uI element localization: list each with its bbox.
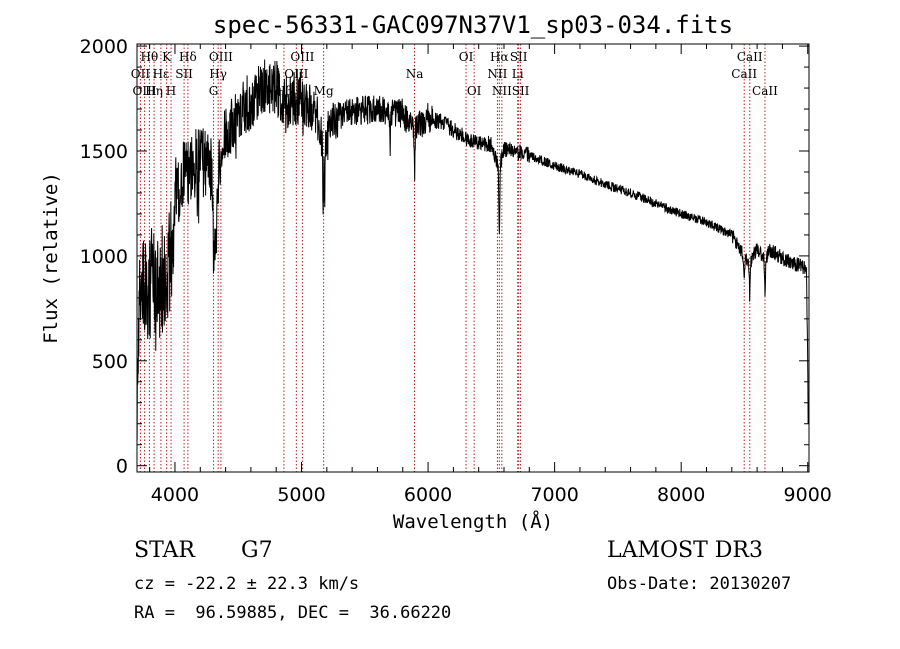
x-tick-label: 4000 (151, 484, 199, 506)
line-label: G (209, 84, 219, 98)
line-label: Hθ (141, 50, 159, 64)
x-tick-label: 9000 (784, 484, 832, 506)
line-label: Hα (490, 50, 509, 64)
y-tick-label: 500 (92, 351, 128, 373)
line-label: CaII (731, 67, 757, 81)
line-label: SII (512, 84, 530, 98)
x-tick-label: 7000 (530, 484, 578, 506)
line-label: CaII (752, 84, 778, 98)
plot-frame (136, 43, 810, 473)
line-label: OIII (290, 50, 314, 64)
line-label: OI (459, 50, 474, 64)
line-label: Na (406, 67, 424, 81)
line-label: NII (492, 84, 512, 98)
line-label: SII (175, 67, 193, 81)
line-label: OIII (209, 50, 233, 64)
line-label: Hβ (275, 84, 292, 98)
y-tick-label: 1500 (80, 141, 128, 163)
spectral-subclass: G7 (241, 538, 273, 563)
x-tick-label: 5000 (277, 484, 325, 506)
chart-title: spec-56331-GAC097N37V1_sp03-034.fits (213, 11, 733, 39)
line-label: NII (487, 67, 507, 81)
y-tick-label: 2000 (80, 36, 128, 58)
line-label: OIII (133, 84, 157, 98)
line-label: CaII (737, 50, 763, 64)
line-label: OII (131, 67, 151, 81)
line-label: Li (512, 67, 524, 81)
coordinates-text: RA = 96.59885, DEC = 36.66220 (134, 603, 452, 623)
spectrum-line (136, 59, 809, 441)
y-tick-label: 0 (116, 456, 128, 478)
obs-date-text: Obs-Date: 20130207 (607, 574, 792, 594)
x-tick-label: 6000 (404, 484, 452, 506)
line-label: SII (510, 50, 528, 64)
axis-ticks: 4000 5000 6000 7000 8000 9000 0 500 1000 1500 2000 (80, 36, 832, 506)
line-label: Hε (153, 67, 170, 81)
line-label: OIII (284, 67, 308, 81)
line-label: OI (467, 84, 482, 98)
x-tick-label: 8000 (657, 484, 705, 506)
line-label: Hδ (179, 50, 197, 64)
line-label: Hη (145, 84, 163, 98)
redshift-text: cz = -22.2 ± 22.3 km/s (134, 574, 360, 594)
line-label: K (162, 50, 172, 64)
line-label: Mg (314, 84, 334, 98)
line-markers (139, 44, 766, 472)
line-label: H (166, 84, 176, 98)
x-axis-label: Wavelength (Å) (393, 510, 553, 533)
survey-name: LAMOST DR3 (607, 538, 763, 563)
line-label: Hγ (209, 67, 227, 81)
y-axis-label: Flux (relative) (40, 172, 62, 344)
y-tick-label: 1000 (80, 246, 128, 268)
object-class: STAR (134, 538, 195, 563)
